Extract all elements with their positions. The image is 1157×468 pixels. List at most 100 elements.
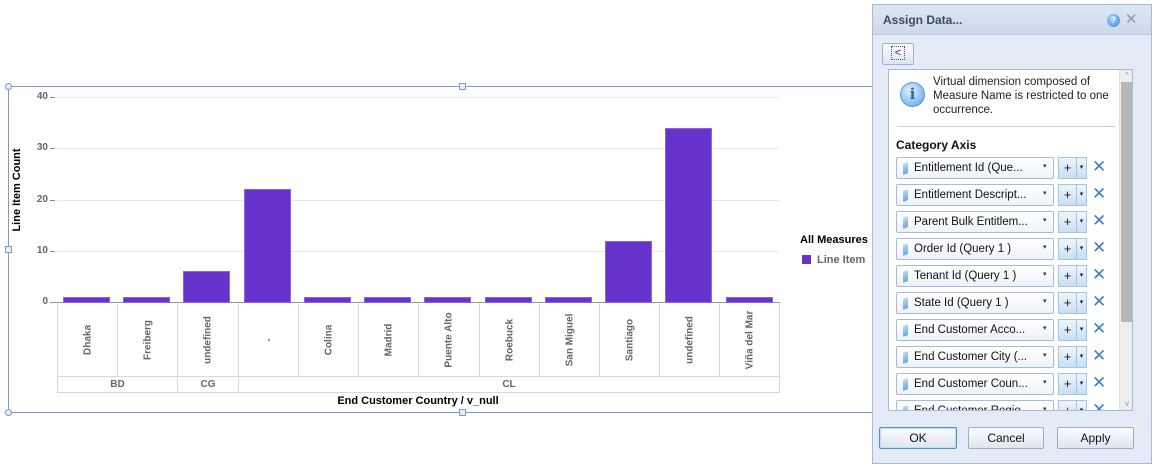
remove-icon[interactable]: ✕ bbox=[1092, 157, 1107, 176]
add-menu-chevron-icon[interactable]: ▾ bbox=[1077, 157, 1087, 179]
close-icon[interactable]: ✕ bbox=[1125, 11, 1138, 28]
collapse-button[interactable]: < bbox=[882, 43, 914, 65]
category-label: Santiago bbox=[599, 303, 659, 376]
bar-dhaka[interactable] bbox=[63, 297, 110, 303]
group-label-bd: BD bbox=[57, 376, 177, 393]
bar-cg-undefined[interactable] bbox=[183, 271, 230, 303]
y-tick-label: 0 bbox=[42, 296, 48, 307]
bar-madrid[interactable] bbox=[364, 297, 411, 303]
add-menu-chevron-icon[interactable]: ▾ bbox=[1077, 292, 1087, 314]
add-button[interactable]: + bbox=[1058, 346, 1077, 368]
y-tick-label: 30 bbox=[36, 142, 48, 153]
add-menu-chevron-icon[interactable]: ▾ bbox=[1077, 211, 1087, 233]
legend-item-label: Line Item bbox=[817, 254, 866, 266]
remove-icon[interactable]: ✕ bbox=[1092, 319, 1107, 338]
field-row: State Id (Query 1 ) ▾ + ▾ ✕ bbox=[896, 292, 1118, 314]
dimension-icon bbox=[903, 162, 908, 175]
remove-icon[interactable]: ✕ bbox=[1092, 400, 1107, 411]
ok-button[interactable]: OK bbox=[879, 427, 957, 449]
remove-icon[interactable]: ✕ bbox=[1092, 211, 1107, 230]
dimension-icon bbox=[903, 243, 908, 256]
scroll-down-icon[interactable]: v bbox=[1125, 399, 1129, 408]
bar-vina-del-mar[interactable] bbox=[726, 297, 773, 303]
chevron-down-icon: ▾ bbox=[1043, 325, 1047, 332]
legend-item[interactable]: Line Item bbox=[802, 254, 865, 266]
assignment-panel: i Virtual dimension composed of Measure … bbox=[888, 69, 1133, 411]
chevron-down-icon: ▾ bbox=[1043, 271, 1047, 278]
field-row: End Customer Coun... ▾ + ▾ ✕ bbox=[896, 373, 1118, 395]
bar-freiberg[interactable] bbox=[123, 297, 170, 303]
add-button[interactable]: + bbox=[1058, 319, 1077, 341]
remove-icon[interactable]: ✕ bbox=[1092, 373, 1107, 392]
add-menu-chevron-icon[interactable]: ▾ bbox=[1077, 346, 1087, 368]
resize-handle-top-left[interactable] bbox=[5, 83, 12, 90]
chevron-down-icon: ▾ bbox=[1043, 406, 1047, 411]
y-tick-mark bbox=[50, 251, 55, 252]
legend-title: All Measures bbox=[800, 234, 868, 246]
field-select[interactable]: Order Id (Query 1 ) ▾ bbox=[896, 238, 1054, 260]
field-row: Order Id (Query 1 ) ▾ + ▾ ✕ bbox=[896, 238, 1118, 260]
bar-puente-alto[interactable] bbox=[424, 297, 471, 303]
y-tick-label: 40 bbox=[36, 91, 48, 102]
remove-icon[interactable]: ✕ bbox=[1092, 346, 1107, 365]
add-button[interactable]: + bbox=[1058, 157, 1077, 179]
field-select[interactable]: Parent Bulk Entitlem... ▾ bbox=[896, 211, 1054, 233]
field-select[interactable]: Tenant Id (Query 1 ) ▾ bbox=[896, 265, 1054, 287]
help-icon[interactable]: ? bbox=[1107, 14, 1120, 27]
x-axis-line bbox=[50, 302, 780, 303]
cancel-button[interactable]: Cancel bbox=[968, 427, 1044, 449]
add-button[interactable]: + bbox=[1058, 373, 1077, 395]
dialog-header[interactable]: Assign Data... ? ✕ bbox=[873, 5, 1151, 35]
remove-icon[interactable]: ✕ bbox=[1092, 292, 1107, 311]
field-select[interactable]: Entitlement Id (Que... ▾ bbox=[896, 157, 1054, 179]
field-select[interactable]: State Id (Query 1 ) ▾ bbox=[896, 292, 1054, 314]
assign-data-dialog: Assign Data... ? ✕ < i Virtual dimension… bbox=[872, 4, 1152, 464]
bar-cl-undefined[interactable] bbox=[665, 128, 712, 303]
scroll-up-icon[interactable]: ^ bbox=[1125, 71, 1129, 80]
resize-handle-bottom-left[interactable] bbox=[5, 409, 12, 416]
bar-san-miguel[interactable] bbox=[545, 297, 592, 303]
field-select[interactable]: End Customer Acco... ▾ bbox=[896, 319, 1054, 341]
section-title-category-axis: Category Axis bbox=[896, 138, 977, 152]
resize-handle-middle-left[interactable] bbox=[5, 246, 12, 253]
add-button[interactable]: + bbox=[1058, 211, 1077, 233]
panel-scrollbar[interactable]: ^ v bbox=[1119, 70, 1132, 410]
add-menu-chevron-icon[interactable]: ▾ bbox=[1077, 400, 1087, 410]
x-axis-title: End Customer Country / v_null bbox=[337, 395, 499, 407]
remove-icon[interactable]: ✕ bbox=[1092, 238, 1107, 257]
gridline bbox=[57, 97, 779, 98]
field-select[interactable]: End Customer Regio... ▾ bbox=[896, 400, 1054, 411]
field-row: Parent Bulk Entitlem... ▾ + ▾ ✕ bbox=[896, 211, 1118, 233]
add-button[interactable]: + bbox=[1058, 265, 1077, 287]
add-menu-chevron-icon[interactable]: ▾ bbox=[1077, 184, 1087, 206]
bar-dash[interactable] bbox=[244, 189, 291, 303]
category-label: Puente Alto bbox=[418, 303, 479, 376]
bar-colina[interactable] bbox=[304, 297, 351, 303]
remove-icon[interactable]: ✕ bbox=[1092, 265, 1107, 284]
y-tick-mark bbox=[50, 148, 55, 149]
chevron-down-icon: ▾ bbox=[1043, 244, 1047, 251]
dimension-icon bbox=[903, 216, 908, 229]
add-button[interactable]: + bbox=[1058, 238, 1077, 260]
scroll-thumb[interactable] bbox=[1121, 82, 1132, 322]
dimension-icon bbox=[903, 324, 908, 337]
field-select[interactable]: End Customer City (... ▾ bbox=[896, 346, 1054, 368]
resize-handle-bottom-center[interactable] bbox=[459, 409, 466, 416]
add-menu-chevron-icon[interactable]: ▾ bbox=[1077, 373, 1087, 395]
add-menu-chevron-icon[interactable]: ▾ bbox=[1077, 319, 1087, 341]
remove-icon[interactable]: ✕ bbox=[1092, 184, 1107, 203]
bar-santiago[interactable] bbox=[605, 241, 652, 303]
apply-button[interactable]: Apply bbox=[1057, 427, 1134, 449]
add-button[interactable]: + bbox=[1058, 292, 1077, 314]
category-grid-edge bbox=[779, 303, 780, 393]
field-select[interactable]: Entitlement Descript... ▾ bbox=[896, 184, 1054, 206]
add-menu-chevron-icon[interactable]: ▾ bbox=[1077, 238, 1087, 260]
gridline bbox=[57, 148, 779, 149]
field-select[interactable]: End Customer Coun... ▾ bbox=[896, 373, 1054, 395]
add-button[interactable]: + bbox=[1058, 400, 1077, 410]
resize-handle-top-center[interactable] bbox=[459, 83, 466, 90]
bar-roebuck[interactable] bbox=[485, 297, 532, 303]
add-menu-chevron-icon[interactable]: ▾ bbox=[1077, 265, 1087, 287]
category-label: Madrid bbox=[358, 303, 418, 376]
add-button[interactable]: + bbox=[1058, 184, 1077, 206]
